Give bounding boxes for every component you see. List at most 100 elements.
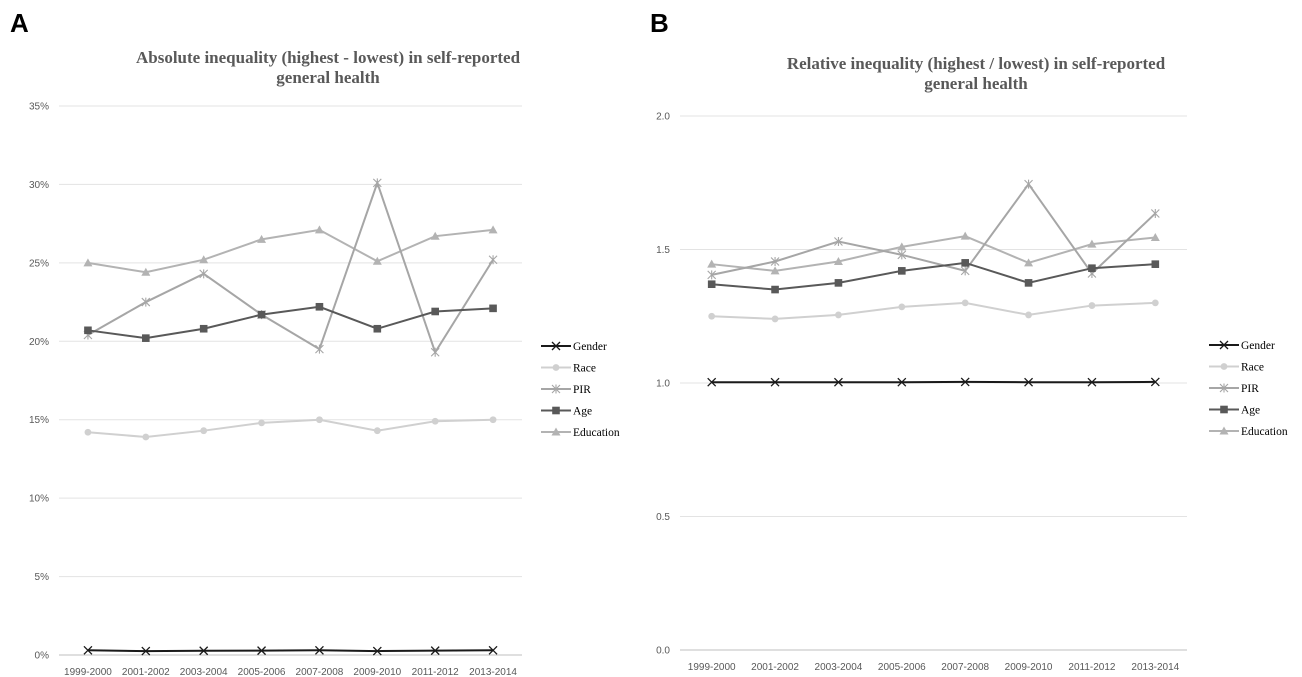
x-tick-label: 2009-2010 [353,667,401,677]
data-point-race [1088,302,1096,309]
data-point-pir [488,255,498,265]
data-point-education [1150,232,1160,241]
x-tick-label: 2011-2012 [412,667,460,677]
legend-marker [1219,340,1229,350]
data-point-age [84,326,92,335]
legend-marker [551,427,561,436]
data-point-race [373,427,381,435]
data-point-race [1151,299,1159,307]
data-point-gender [770,377,780,387]
data-point-age [257,310,266,319]
data-point-pir [770,257,780,267]
x-tick-label: 2001-2002 [122,667,170,677]
data-point-pir [960,266,970,276]
series-line-pir [87,179,494,355]
legend-label: Education [1241,426,1288,438]
data-point-race [961,299,969,307]
data-point-gender [1024,377,1034,387]
data-point-education [141,267,151,276]
legend-marker [551,341,561,351]
data-point-age [1151,260,1160,268]
data-point-education [83,258,93,267]
data-point-age [315,302,324,311]
legend-marker [1219,426,1229,435]
data-point-race [431,417,439,425]
panel-a: A Absolute inequality (highest - lowest)… [0,0,650,677]
legend-marker [552,364,560,371]
series-gender [83,645,498,656]
x-tick-label: 2013-2014 [1131,662,1179,673]
data-point-age [431,307,439,316]
legend-marker [551,384,561,394]
y-tick-label: 25% [29,258,49,269]
legend-item-age: Age [1209,405,1260,417]
data-point-age [489,304,497,313]
data-point-age [834,279,843,287]
y-tick-label: 30% [29,180,49,191]
series-line-age [87,305,494,340]
x-tick-label: 1999-2000 [688,662,736,673]
y-tick-label: 0% [35,651,50,662]
panel-letter-a: A [10,8,29,38]
data-point-education [314,225,324,234]
data-point-education [257,234,267,243]
y-tick-label: 10% [29,494,49,505]
series-line-age [711,261,1156,291]
data-point-race [771,315,779,323]
y-tick-label: 15% [29,415,49,426]
data-point-age [1088,264,1096,272]
data-point-age [771,285,779,294]
legend-label: PIR [573,384,591,396]
y-tick-label: 1.5 [656,245,670,256]
data-point-gender [257,646,267,656]
legend-marker [1220,363,1228,370]
data-point-education [372,256,382,265]
data-point-gender [897,377,907,387]
data-point-race [258,419,265,427]
legend-marker [1219,383,1229,393]
data-point-race [1025,311,1032,319]
data-point-age [1024,279,1033,287]
data-point-race [142,433,150,441]
data-point-gender [141,646,151,656]
chart-title-line: Relative inequality (highest / lowest) i… [787,54,1166,73]
data-point-gender [199,646,209,656]
data-point-education [707,259,717,268]
legend-label: Gender [1241,340,1275,352]
y-tick-label: 1.0 [656,379,670,390]
x-tick-label: 2005-2006 [238,667,286,677]
y-tick-label: 0.5 [656,512,670,523]
y-tick-label: 35% [29,102,49,113]
legend-item-age: Age [541,406,592,418]
series-gender [707,377,1160,387]
series-pir [707,179,1160,280]
data-point-education [430,231,440,240]
series-line-education [87,228,494,274]
x-tick-label: 2011-2012 [1068,662,1116,673]
data-point-age [707,280,716,289]
data-point-race [316,416,323,424]
panel-b: B Relative inequality (highest / lowest)… [650,0,1302,677]
legend-item-gender: Gender [541,341,607,353]
y-tick-label: 20% [29,337,49,348]
series-age [84,302,497,342]
legend-label: Age [573,406,592,418]
series-line-race [711,301,1156,320]
data-point-education [897,242,907,251]
data-point-age [373,324,382,333]
chart-b: Relative inequality (highest / lowest) i… [656,54,1288,673]
legend-label: Age [1241,405,1260,417]
data-point-age [898,267,906,275]
data-point-age [142,334,150,342]
series-race [708,299,1159,323]
chart-title-line: general health [276,68,380,87]
y-tick-label: 0.0 [656,646,670,657]
series-race [84,416,497,441]
data-point-pir [1150,208,1160,218]
legend-marker [552,406,560,415]
series-education [83,225,498,276]
data-point-gender [372,646,382,656]
data-point-gender [833,377,843,387]
data-point-gender [707,377,717,387]
series-line-race [87,418,494,438]
